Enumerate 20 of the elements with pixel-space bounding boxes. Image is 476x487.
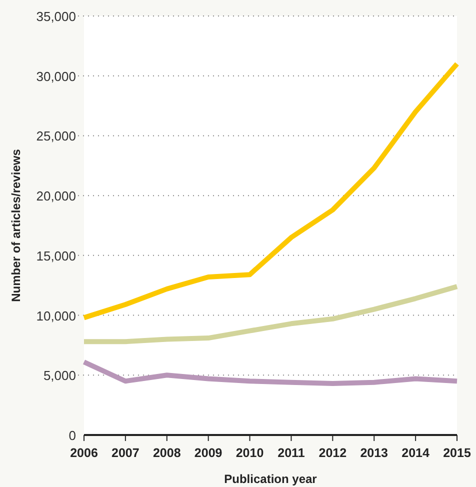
x-tick-label: 2007	[112, 446, 140, 460]
y-tick-label: 0	[68, 428, 76, 443]
x-axis-title: Publication year	[224, 472, 318, 486]
x-tick-label: 2014	[402, 446, 430, 460]
x-tick-label: 2011	[278, 446, 305, 460]
y-tick-label: 30,000	[36, 68, 76, 84]
x-tick-label: 2013	[360, 446, 388, 460]
x-tick-label: 2009	[194, 446, 222, 460]
x-tick-label: 2006	[70, 446, 98, 460]
y-tick-label: 5,000	[43, 368, 76, 384]
y-tick-label: 15,000	[36, 248, 76, 264]
y-tick-label: 35,000	[36, 9, 76, 24]
y-tick-label: 20,000	[36, 188, 76, 204]
y-tick-label: 25,000	[36, 128, 76, 144]
x-tick-label: 2012	[318, 446, 347, 460]
x-tick-label: 2008	[152, 446, 181, 460]
y-tick-label: 10,000	[36, 308, 76, 324]
x-tick-label: 2010	[236, 446, 264, 460]
x-tick-label: 2015	[443, 446, 471, 460]
y-axis-title: Number of articles/reviews	[9, 148, 23, 302]
